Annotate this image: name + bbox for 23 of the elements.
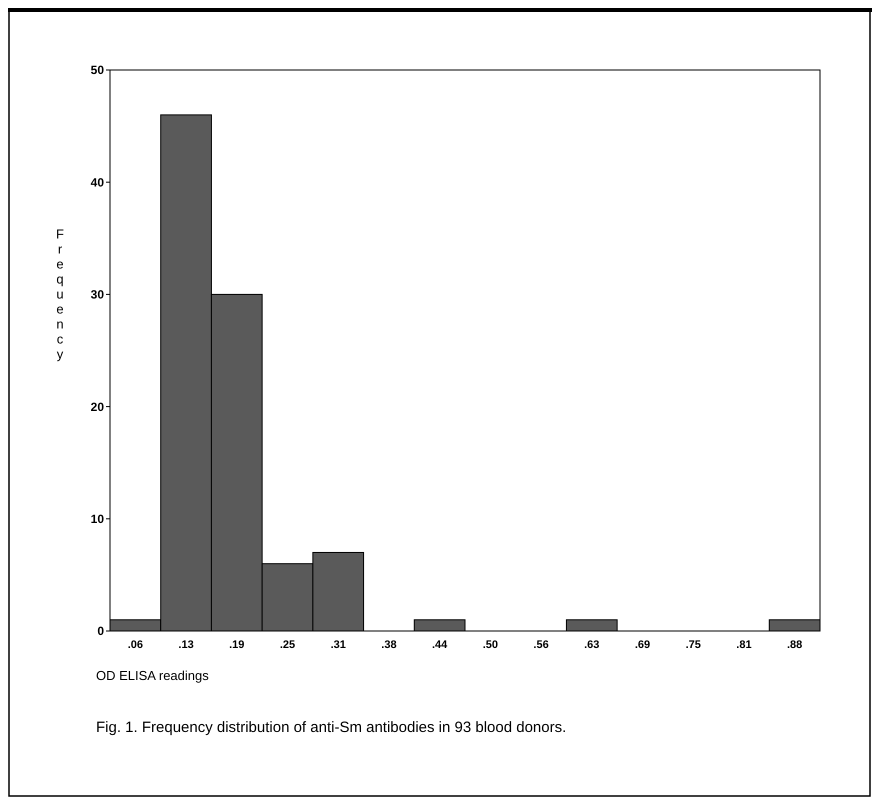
caption: Fig. 1. Frequency distribution of anti-Sm antibodies in 93 blood donors.: [96, 719, 566, 736]
text: Frequency: [56, 226, 64, 362]
x-tick-label: .69: [634, 639, 650, 651]
x-tick-label: .50: [482, 639, 498, 651]
x-tick-label: .44: [432, 639, 448, 651]
y-tick-label: 30: [90, 288, 104, 302]
y-tick-label: 40: [90, 175, 104, 190]
x-tick-label: .13: [178, 639, 194, 651]
y-tick-label: 50: [90, 63, 104, 78]
x-tick-label: .31: [330, 639, 346, 651]
y-tick-label: 0: [97, 624, 104, 638]
x-tick-label: .19: [229, 639, 244, 651]
x-tick-label: .63: [584, 639, 600, 651]
x-tick-label: .56: [533, 639, 549, 651]
x-tick-label: .88: [786, 639, 802, 651]
x-tick-label: .06: [128, 639, 144, 651]
y-tick-label: 10: [90, 512, 104, 526]
x-tick-label: .75: [686, 639, 701, 651]
x-tick-label: .38: [381, 639, 397, 651]
y-tick-label: 20: [90, 400, 104, 414]
x-tick-label: .81: [736, 639, 752, 651]
x-axis-title: OD ELISA readings: [96, 668, 210, 683]
x-tick-label: .25: [280, 639, 296, 651]
